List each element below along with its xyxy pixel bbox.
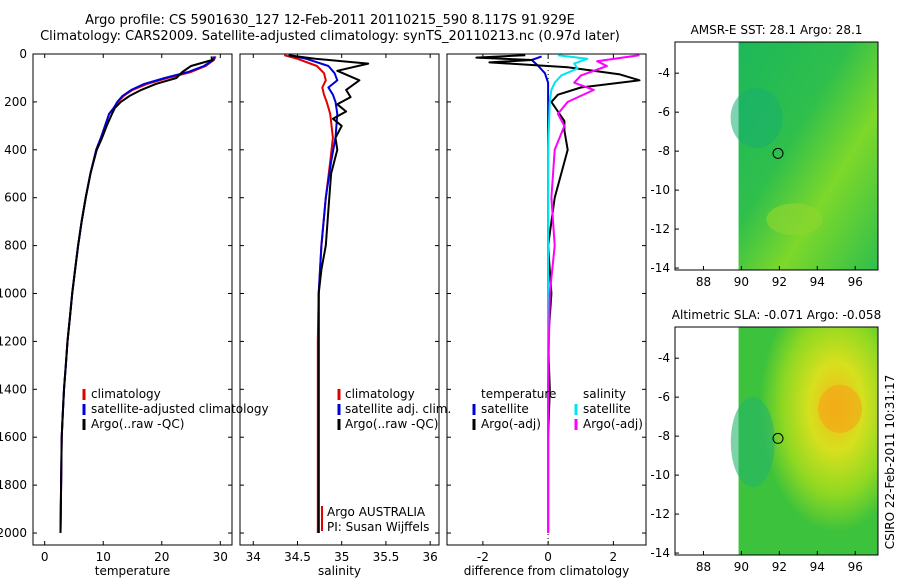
x-tick-label: 10	[96, 550, 111, 564]
argo-location-marker	[772, 432, 784, 444]
x-tick-label: 0	[41, 550, 49, 564]
legend-label: climatology	[345, 387, 415, 401]
series-line	[59, 56, 214, 534]
x-tick-label: 35.5	[373, 550, 400, 564]
x-axis-label: salinity	[318, 564, 361, 578]
figure-title-line2: Climatology: CARS2009. Satellite-adjuste…	[40, 29, 620, 44]
y-tick-label: -10	[650, 183, 670, 197]
legend-label: Argo(..raw -QC)	[345, 417, 438, 431]
x-tick-label: 92	[772, 560, 787, 574]
legend-label: satellite-adjusted climatology	[91, 402, 269, 416]
map-1-border	[674, 41, 879, 271]
y-tick-label: -14	[650, 546, 670, 560]
x-tick-label: 94	[810, 560, 825, 574]
profile-panel-2-frame	[239, 53, 440, 546]
profile-panel-3-frame	[446, 53, 647, 546]
y-tick-label: -12	[650, 222, 670, 236]
x-tick-label: 20	[154, 550, 169, 564]
y-tick-label: 1600	[0, 430, 27, 444]
map-2-title: Altimetric SLA: -0.071 Argo: -0.058	[672, 308, 881, 322]
legend-label: satellite	[481, 402, 529, 416]
y-tick-label: 0	[19, 47, 27, 61]
x-tick-label: 0	[544, 550, 552, 564]
x-axis-label: temperature	[95, 564, 170, 578]
x-tick-label: 92	[772, 275, 787, 289]
footer-stamp: CSIRO 22-Feb-2011 10:31:17	[883, 375, 897, 550]
sst-cool-patch	[730, 88, 783, 148]
sst-warm-patch	[766, 203, 823, 236]
y-tick-label: -4	[658, 66, 670, 80]
x-tick-label: 34.5	[284, 550, 311, 564]
y-tick-label: -6	[658, 105, 670, 119]
y-tick-label: -14	[650, 261, 670, 275]
map-1-title: AMSR-E SST: 28.1 Argo: 28.1	[691, 23, 863, 37]
map-1-field	[738, 42, 878, 270]
series-line	[547, 54, 640, 533]
map-2-border	[674, 326, 879, 556]
legend-label: climatology	[91, 387, 161, 401]
x-tick-label: 34	[246, 550, 261, 564]
legend-label: salinity	[583, 387, 626, 401]
series-line	[288, 54, 370, 533]
x-tick-label: -2	[477, 550, 489, 564]
annotation-argo-australia: Argo AUSTRALIA	[327, 505, 426, 519]
y-tick-label: 1200	[0, 334, 27, 348]
x-tick-label: 94	[810, 275, 825, 289]
y-tick-label: -4	[658, 351, 670, 365]
legend-label: satellite	[583, 402, 631, 416]
x-tick-label: 88	[696, 275, 711, 289]
y-tick-label: -6	[658, 390, 670, 404]
y-tick-label: 800	[4, 239, 27, 253]
legend-label: Argo(..raw -QC)	[91, 417, 184, 431]
sla-high-patch	[818, 384, 863, 433]
series-line	[547, 54, 589, 533]
legend-label: temperature	[481, 387, 556, 401]
x-tick-label: 90	[734, 275, 749, 289]
y-tick-label: -12	[650, 507, 670, 521]
x-tick-label: 96	[848, 275, 863, 289]
x-tick-label: 96	[848, 560, 863, 574]
y-tick-label: 400	[4, 143, 27, 157]
annotation-pi-name: PI: Susan Wijffels	[327, 520, 429, 534]
x-tick-label: 30	[213, 550, 228, 564]
y-tick-label: 1800	[0, 478, 27, 492]
y-tick-label: -8	[658, 144, 670, 158]
x-tick-label: 36	[423, 550, 438, 564]
y-tick-label: 200	[4, 95, 27, 109]
x-tick-label: 88	[696, 560, 711, 574]
y-tick-label: -10	[650, 468, 670, 482]
x-tick-label: 2	[610, 550, 618, 564]
argo-location-marker	[772, 147, 784, 159]
y-tick-label: -8	[658, 429, 670, 443]
figure-title-line1: Argo profile: CS 5901630_127 12-Feb-2011…	[85, 13, 575, 28]
y-tick-label: 2000	[0, 526, 27, 540]
profile-panel-1-frame	[32, 53, 233, 546]
legend-label: satellite adj. clim.	[345, 402, 451, 416]
legend-label: Argo(-adj)	[481, 417, 541, 431]
y-tick-label: 600	[4, 191, 27, 205]
y-tick-label: 1000	[0, 287, 27, 301]
legend-label: Argo(-adj)	[583, 417, 643, 431]
x-axis-label: difference from climatology	[464, 564, 630, 578]
x-tick-label: 90	[734, 560, 749, 574]
sla-low-patch	[730, 396, 775, 487]
y-tick-label: 1400	[0, 382, 27, 396]
x-tick-label: 35	[334, 550, 349, 564]
